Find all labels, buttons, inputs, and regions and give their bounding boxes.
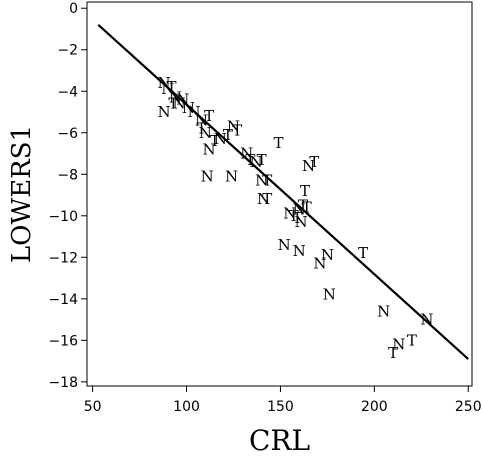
data-point-n: N bbox=[201, 167, 214, 185]
data-point-n: N bbox=[240, 145, 253, 163]
y-tick-label: −6 bbox=[57, 126, 78, 142]
y-tick-label: −14 bbox=[48, 292, 78, 308]
data-point-n: N bbox=[302, 157, 315, 175]
y-tick-label: −4 bbox=[57, 84, 78, 100]
data-point-t: T bbox=[210, 132, 220, 150]
y-axis-label: LOWERS1 bbox=[7, 125, 37, 263]
data-point-n: N bbox=[172, 95, 185, 113]
x-axis-label: CRL bbox=[249, 424, 310, 457]
data-point-t: T bbox=[309, 153, 319, 171]
data-point-t: T bbox=[262, 190, 272, 208]
y-tick-label: −12 bbox=[48, 250, 78, 266]
data-point-t: T bbox=[298, 196, 308, 214]
data-point-t: T bbox=[388, 344, 398, 362]
data-point-n: N bbox=[203, 140, 216, 158]
data-point-n: N bbox=[321, 246, 334, 264]
data-point-t: T bbox=[289, 207, 299, 225]
data-point-n: N bbox=[157, 74, 170, 92]
y-tick-label: −18 bbox=[48, 375, 78, 391]
data-point-n: N bbox=[187, 103, 200, 121]
data-point-t: T bbox=[274, 134, 284, 152]
data-point-n: N bbox=[377, 302, 390, 320]
data-point-t: T bbox=[245, 151, 255, 169]
x-tick-label: 250 bbox=[455, 399, 482, 415]
data-point-n: N bbox=[257, 190, 270, 208]
data-point-n: N bbox=[157, 103, 170, 121]
x-tick-label: 100 bbox=[173, 399, 200, 415]
data-point-t: T bbox=[168, 95, 178, 113]
data-point-n: N bbox=[255, 172, 268, 190]
y-tick-label: −2 bbox=[57, 43, 78, 59]
data-point-n: N bbox=[182, 99, 195, 117]
y-tick-label: −8 bbox=[57, 167, 78, 183]
data-point-t: T bbox=[292, 209, 302, 227]
data-point-t: T bbox=[167, 78, 177, 96]
data-point-t: T bbox=[300, 182, 310, 200]
data-point-n: N bbox=[169, 88, 182, 106]
data-point-t: T bbox=[262, 172, 272, 190]
data-point-n: N bbox=[420, 311, 433, 329]
data-point-n: N bbox=[176, 91, 189, 109]
data-point-n: N bbox=[225, 167, 238, 185]
data-point-t: T bbox=[407, 331, 417, 349]
data-point-n: N bbox=[283, 205, 296, 223]
data-point-n: N bbox=[278, 236, 291, 254]
data-point-t: T bbox=[302, 198, 312, 216]
data-point-n: N bbox=[161, 80, 174, 98]
x-tick-label: 150 bbox=[267, 399, 294, 415]
data-point-t: T bbox=[358, 244, 368, 262]
data-point-t: T bbox=[232, 122, 242, 140]
x-axis: 50 100 150 200 250 bbox=[84, 386, 482, 415]
regression-line bbox=[97, 24, 469, 360]
data-point-n: N bbox=[392, 335, 405, 353]
data-point-n: N bbox=[195, 111, 208, 129]
data-point-n: N bbox=[323, 286, 336, 304]
data-point-t: T bbox=[223, 126, 233, 144]
data-point-n: N bbox=[313, 255, 326, 273]
data-point-n: N bbox=[249, 153, 262, 171]
y-tick-label: −10 bbox=[48, 209, 78, 225]
data-point-n: N bbox=[199, 124, 212, 142]
data-point-n: N bbox=[227, 118, 240, 136]
y-tick-label: 0 bbox=[69, 1, 78, 17]
plot-frame bbox=[86, 1, 473, 387]
y-axis: 0 −2 −4 −6 −8 −10 −12 −14 −16 −18 bbox=[48, 1, 87, 391]
data-point-t: T bbox=[257, 151, 267, 169]
data-point-n: N bbox=[214, 130, 227, 148]
x-tick-label: 200 bbox=[361, 399, 388, 415]
y-tick-label: −16 bbox=[48, 333, 78, 349]
data-point-t: T bbox=[197, 120, 207, 138]
data-point-t: T bbox=[204, 107, 214, 125]
data-point-n: N bbox=[295, 213, 308, 231]
data-point-n: N bbox=[293, 242, 306, 260]
data-point-n: N bbox=[293, 201, 306, 219]
x-tick-label: 50 bbox=[84, 399, 102, 415]
